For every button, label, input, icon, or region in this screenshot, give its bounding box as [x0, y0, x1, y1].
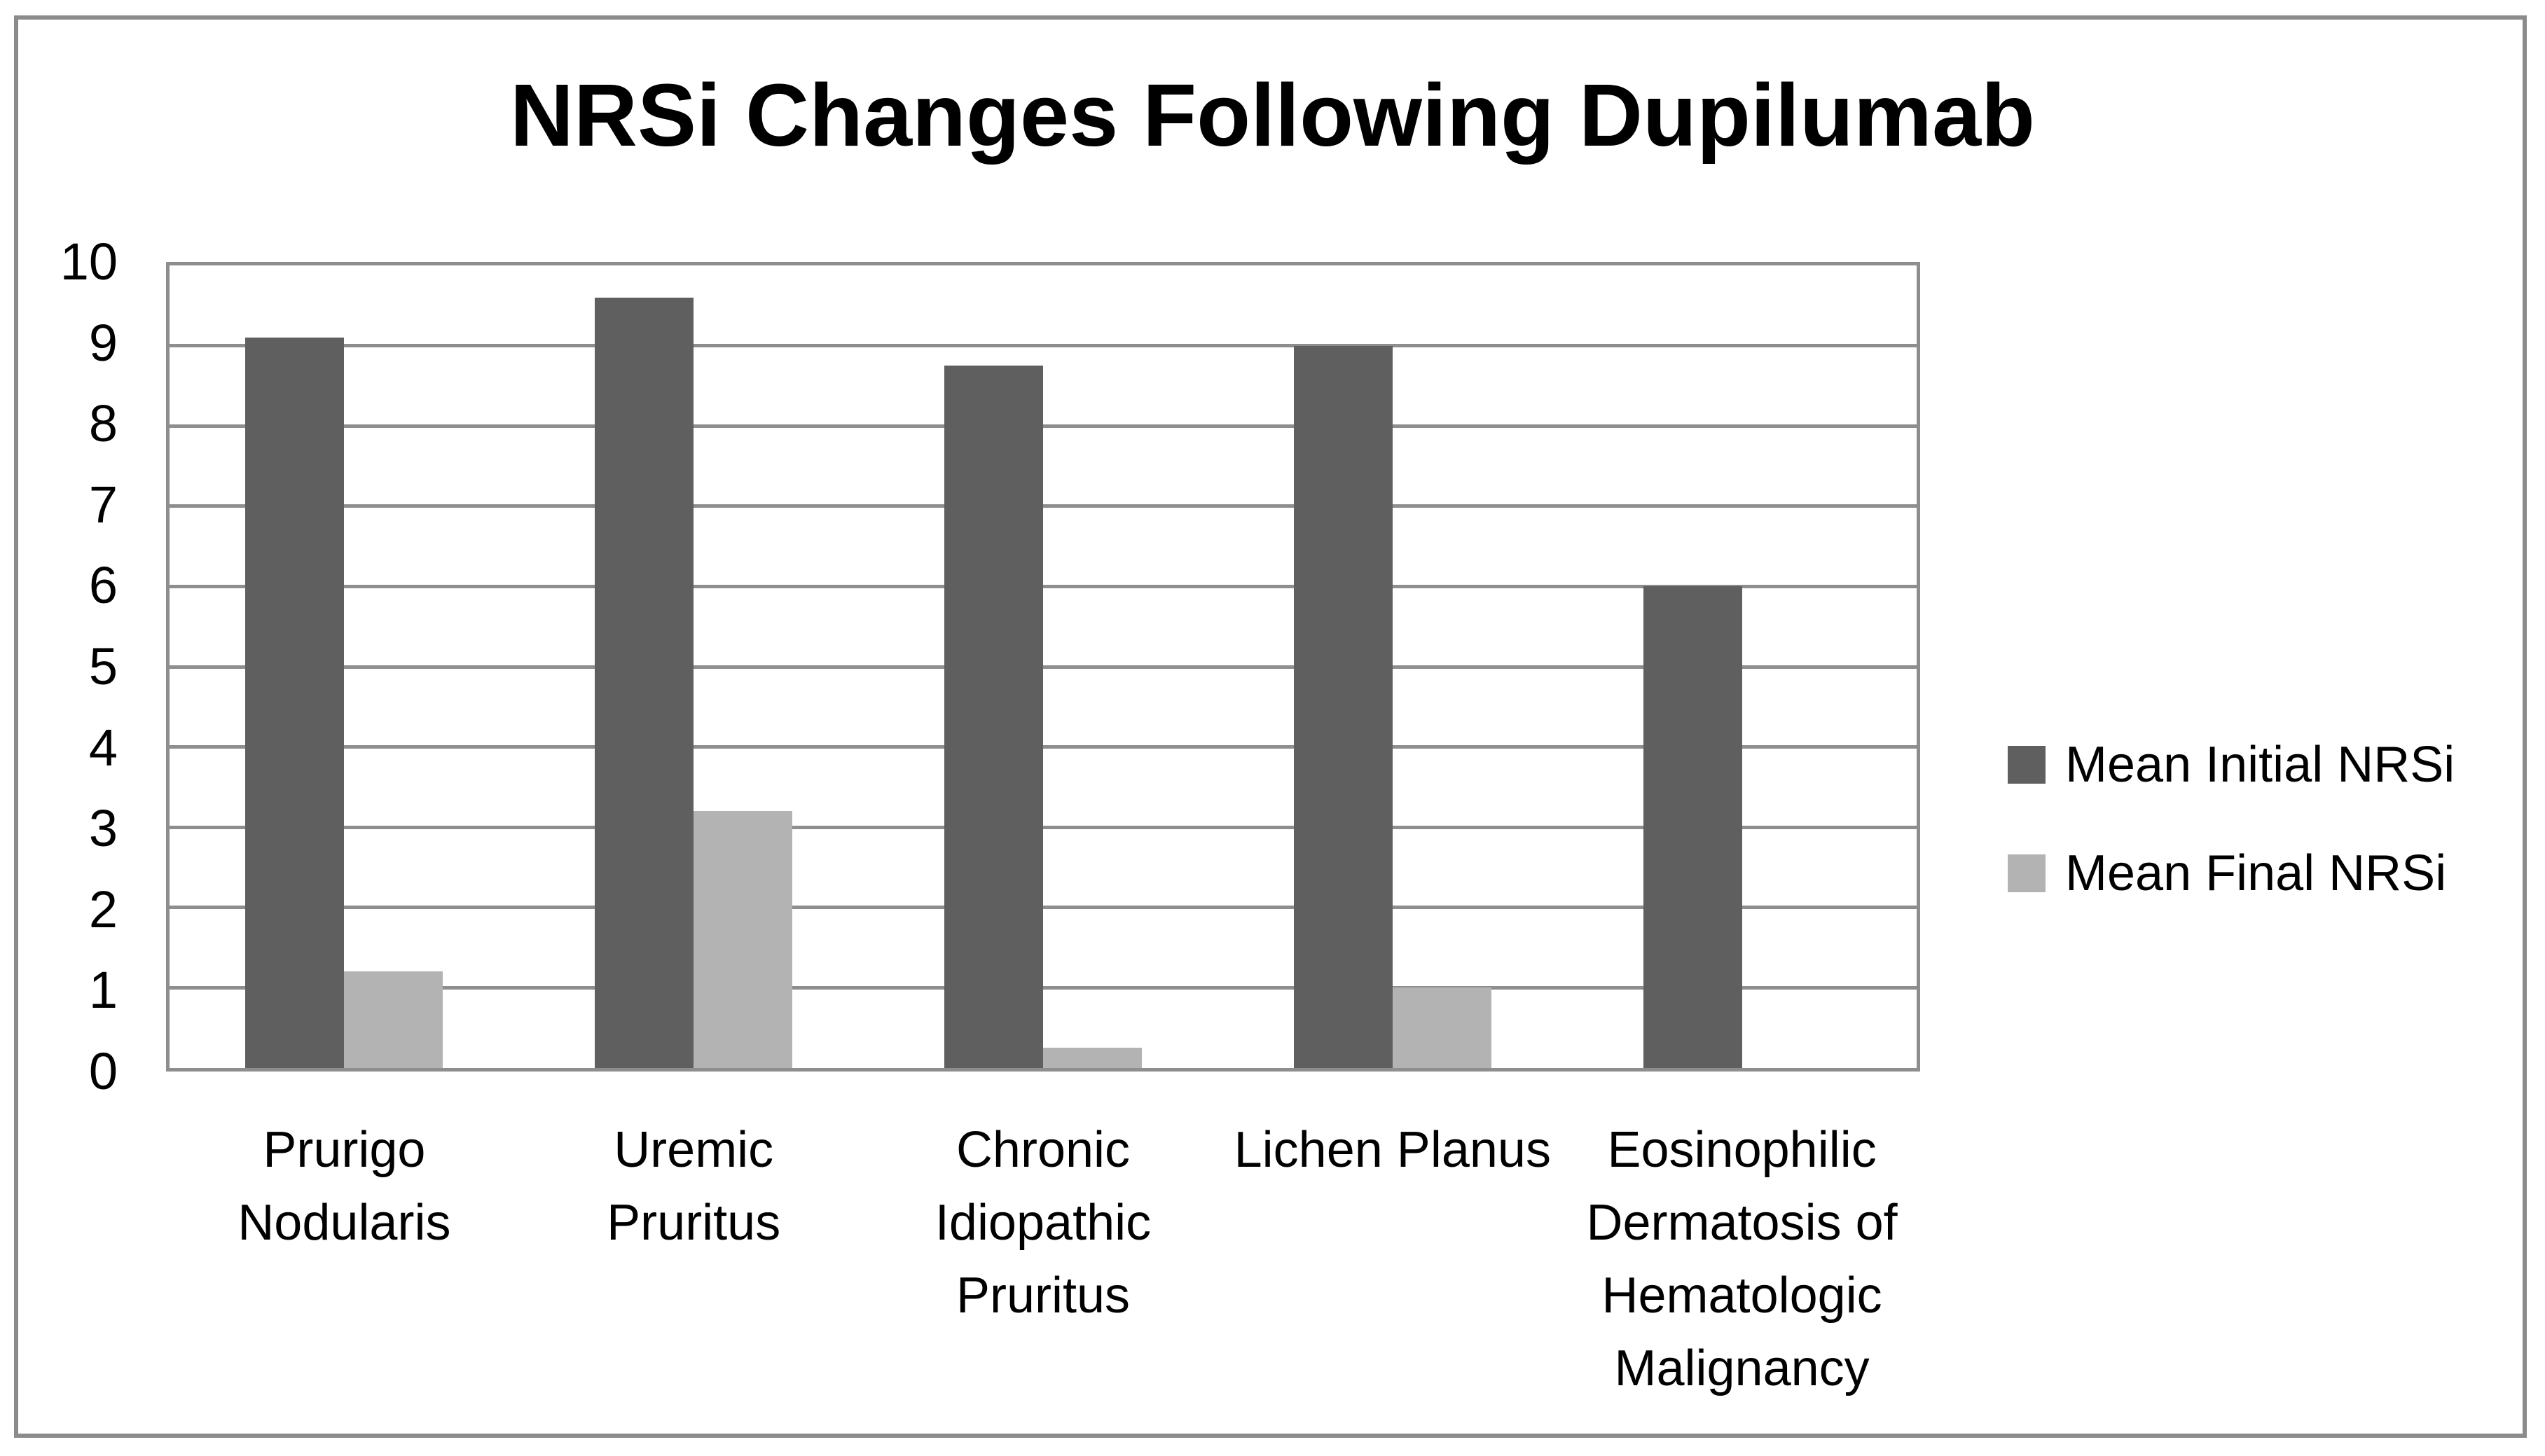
y-axis-tick-label: 4 [88, 718, 118, 777]
gridline [170, 344, 1917, 348]
mean-final-nrsi-bar-lichen-planus [1392, 987, 1491, 1068]
mean-initial-nrsi-bar-prurigo [245, 338, 345, 1068]
plot-area [166, 262, 1920, 1072]
legend-swatch-icon [2008, 854, 2046, 892]
legend-label: Mean Initial NRSi [2065, 737, 2455, 793]
gridline [170, 985, 1917, 990]
y-axis-tick-label: 2 [88, 880, 118, 938]
legend-label: Mean Final NRSi [2065, 845, 2447, 901]
gridline [170, 504, 1917, 508]
mean-final-nrsi-bar-uremic [694, 811, 793, 1068]
y-axis-tick-label: 5 [88, 637, 118, 695]
y-axis-tick-label: 1 [88, 961, 118, 1020]
mean-initial-nrsi-bar-chronic [944, 366, 1043, 1068]
chart-title: NRSi Changes Following Dupilumab [509, 66, 2035, 165]
y-axis-tick-label: 8 [88, 394, 118, 453]
gridline [170, 906, 1917, 910]
mean-final-nrsi-bar-chronic [1043, 1048, 1142, 1068]
mean-initial-nrsi-bar-uremic [595, 297, 694, 1068]
legend-item-mean-final-nrsi: Mean Final NRSi [2008, 845, 2446, 901]
gridline [170, 745, 1917, 749]
gridline [170, 825, 1917, 829]
category-label-eosinophilic: Eosinophilic Dermatosis of Hematologic M… [1586, 1122, 1898, 1396]
gridline [170, 424, 1917, 428]
y-axis-tick-label: 3 [88, 799, 118, 858]
gridline [170, 665, 1917, 669]
y-axis-tick-label: 7 [88, 475, 118, 534]
y-axis-tick-label: 6 [88, 556, 118, 615]
category-label-prurigo: Prurigo Nodularis [237, 1122, 451, 1251]
mean-initial-nrsi-bar-eosinophilic [1643, 586, 1742, 1068]
category-label-lichen-planus: Lichen Planus [1234, 1122, 1551, 1178]
legend-item-mean-initial-nrsi: Mean Initial NRSi [2008, 737, 2455, 793]
legend-swatch-icon [2008, 746, 2046, 784]
category-label-chronic: Chronic Idiopathic Pruritus [934, 1122, 1152, 1324]
y-axis-tick-label: 0 [88, 1042, 118, 1100]
mean-initial-nrsi-bar-lichen-planus [1293, 345, 1393, 1068]
gridline [170, 584, 1917, 588]
mean-final-nrsi-bar-prurigo [344, 971, 443, 1068]
y-axis-tick-label: 10 [60, 233, 118, 291]
y-axis-tick-label: 9 [88, 313, 118, 372]
category-label-uremic: Uremic Pruritus [607, 1122, 781, 1251]
